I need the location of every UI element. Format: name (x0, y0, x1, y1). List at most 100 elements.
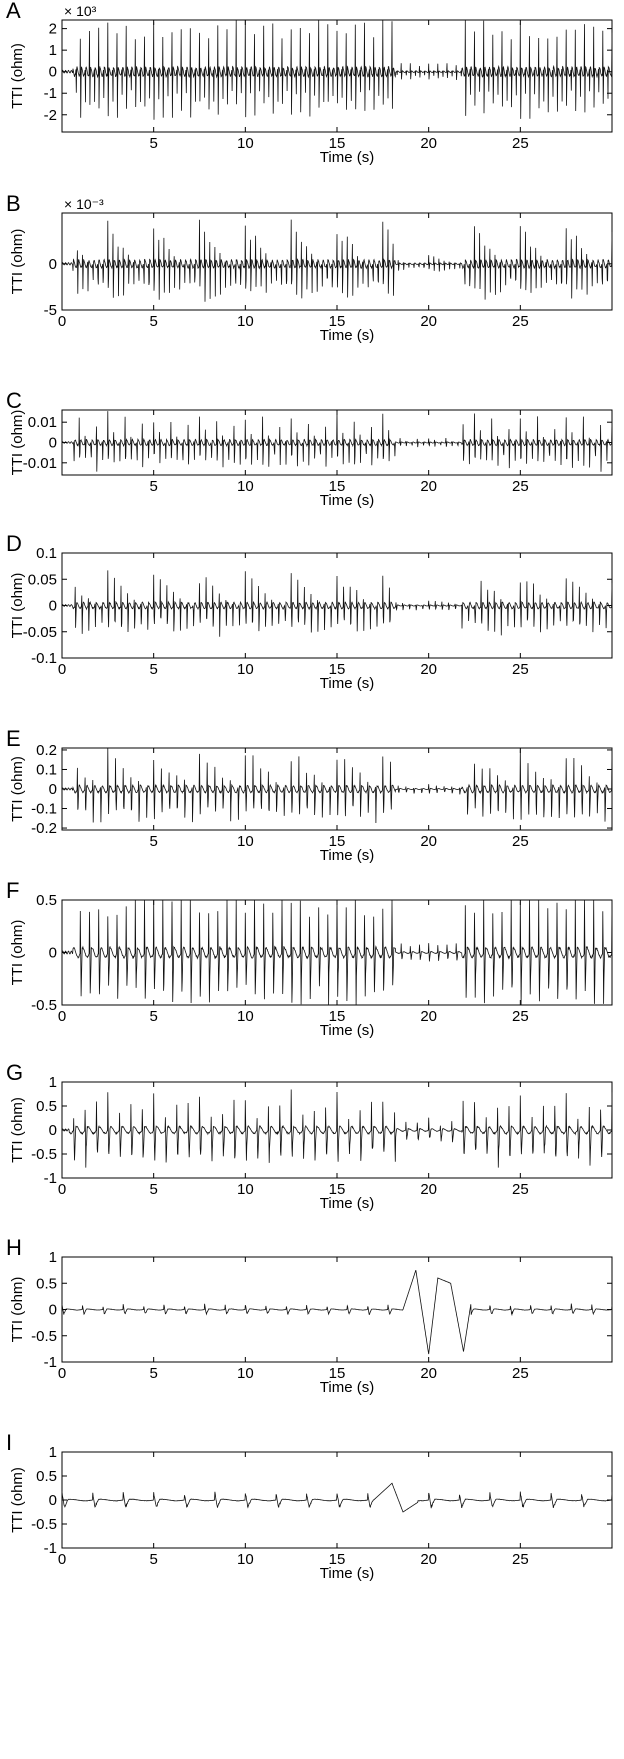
signal-trace (61, 1089, 613, 1168)
y-axis-label: TTI (ohm) (9, 1277, 26, 1343)
axis-exponent: × 10³ (64, 3, 97, 19)
y-tick-label: -2 (44, 107, 57, 124)
y-tick-label: -5 (44, 302, 57, 319)
y-tick-label: 0 (49, 781, 57, 798)
y-tick-label: -0.5 (31, 1516, 57, 1533)
y-tick-label: -0.01 (23, 455, 57, 472)
y-tick-label: -0.5 (31, 1328, 57, 1345)
y-tick-label: -0.5 (31, 1146, 57, 1163)
x-tick-label: 20 (420, 478, 437, 495)
signal-trace (61, 1482, 613, 1513)
y-tick-label: 1 (49, 1444, 57, 1461)
x-tick-label: 5 (149, 135, 157, 152)
panel-d: D 0 5 10 15 20 25 0.1 0.05 0 -0.05 -0.1 Time (s) TTI … (6, 531, 613, 692)
x-tick-label: 5 (149, 833, 157, 850)
x-tick-label: 0 (58, 661, 66, 678)
panel-i: I 0 5 10 15 20 25 1 0.5 0 -0.5 -1 Time (s) TTI (ohm) (6, 1430, 613, 1582)
panel-c: C 5 10 15 20 25 0.01 0 -0.01 Time (s) TTI (ohm) (6, 388, 613, 509)
x-tick-label: 25 (512, 1181, 529, 1198)
x-tick-label: 5 (149, 1551, 157, 1568)
panel-letter: F (6, 878, 19, 903)
x-tick-label: 25 (512, 661, 529, 678)
x-tick-label: 25 (512, 1365, 529, 1382)
y-tick-label: 0.5 (36, 892, 57, 909)
y-tick-label: 1 (49, 42, 57, 59)
x-tick-label: 10 (237, 661, 254, 678)
y-axis-label: TTI (ohm) (9, 1467, 26, 1533)
y-tick-label: -0.05 (23, 624, 57, 641)
y-tick-label: -1 (44, 85, 57, 102)
y-tick-label: 1 (49, 1074, 57, 1091)
x-axis-label: Time (s) (320, 1565, 374, 1582)
x-tick-label: 15 (329, 1365, 346, 1382)
signal-trace (61, 747, 613, 824)
y-tick-label: 0 (49, 1122, 57, 1139)
axis-exponent: × 10⁻³ (64, 196, 104, 212)
y-tick-label: 0.5 (36, 1275, 57, 1292)
y-tick-label: 0 (49, 1492, 57, 1509)
x-tick-label: 5 (149, 313, 157, 330)
x-tick-label: 5 (149, 661, 157, 678)
panel-letter: E (6, 726, 21, 751)
x-tick-label: 20 (420, 1551, 437, 1568)
y-axis-label: TTI (ohm) (9, 920, 26, 986)
panel-letter: B (6, 191, 21, 216)
x-tick-label: 10 (237, 833, 254, 850)
panel-g: G 0 5 10 15 20 25 1 0.5 0 -0.5 -1 Time (s) TTI (ohm) (6, 1060, 613, 1212)
y-axis-label: TTI (ohm) (9, 410, 26, 476)
panel-letter: H (6, 1235, 22, 1260)
signal-trace (61, 411, 613, 472)
x-tick-label: 20 (420, 661, 437, 678)
y-tick-label: -1 (44, 1540, 57, 1557)
y-tick-label: -1 (44, 1170, 57, 1187)
signal-trace (61, 570, 613, 637)
x-tick-label: 10 (237, 1181, 254, 1198)
x-tick-label: 0 (58, 1008, 66, 1025)
x-tick-label: 20 (420, 1181, 437, 1198)
x-tick-label: 10 (237, 478, 254, 495)
y-tick-label: 0.2 (36, 742, 57, 759)
y-tick-label: 0.01 (28, 414, 57, 431)
panel-letter: C (6, 388, 22, 413)
x-tick-label: 10 (237, 1365, 254, 1382)
panel-letter: I (6, 1430, 12, 1455)
x-tick-label: 5 (149, 478, 157, 495)
x-tick-label: 0 (58, 1365, 66, 1382)
x-tick-label: 25 (512, 1551, 529, 1568)
x-tick-label: 20 (420, 833, 437, 850)
x-tick-label: 15 (329, 135, 346, 152)
x-tick-label: 15 (329, 1551, 346, 1568)
x-tick-label: 15 (329, 1008, 346, 1025)
x-axis-label: Time (s) (320, 492, 374, 509)
x-tick-label: 10 (237, 313, 254, 330)
y-tick-label: 0.5 (36, 1098, 57, 1115)
x-axis-label: Time (s) (320, 675, 374, 692)
y-axis-label: TTI (ohm) (9, 573, 26, 639)
x-tick-label: 25 (512, 478, 529, 495)
signal-trace (61, 219, 613, 302)
x-axis-label: Time (s) (320, 1379, 374, 1396)
x-tick-label: 25 (512, 313, 529, 330)
y-tick-label: 0.1 (36, 761, 57, 778)
y-axis-label: TTI (ohm) (9, 43, 26, 109)
x-tick-label: 0 (58, 313, 66, 330)
y-tick-label: 0 (49, 435, 57, 452)
x-tick-label: 15 (329, 833, 346, 850)
x-tick-label: 15 (329, 313, 346, 330)
x-tick-label: 25 (512, 833, 529, 850)
y-tick-label: 0 (49, 598, 57, 615)
x-tick-label: 25 (512, 1008, 529, 1025)
y-tick-label: 0.5 (36, 1468, 57, 1485)
panel-e: E 5 10 15 20 25 0.2 0.1 0 -0.1 -0.2 Time (s) TTI (oh… (6, 726, 613, 864)
x-axis-label: Time (s) (320, 847, 374, 864)
y-tick-label: -1 (44, 1354, 57, 1371)
panel-letter: G (6, 1060, 23, 1085)
x-axis-label: Time (s) (320, 149, 374, 166)
y-tick-label: 0 (49, 256, 57, 273)
x-tick-label: 5 (149, 1008, 157, 1025)
x-tick-label: 20 (420, 1008, 437, 1025)
x-tick-label: 0 (58, 1551, 66, 1568)
